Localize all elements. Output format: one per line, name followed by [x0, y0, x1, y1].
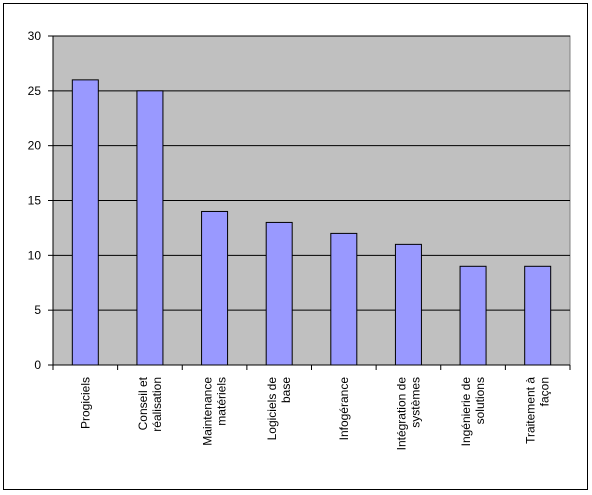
x-tick-label-line: matériels: [215, 377, 229, 426]
bar: [459, 265, 487, 366]
y-tick-label: 15: [28, 194, 42, 208]
x-tick-label-line: réalisation: [150, 377, 164, 432]
x-tick-label-line: façon: [538, 377, 552, 406]
bar: [330, 232, 358, 366]
x-tick-label-line: Logiciels de: [265, 377, 279, 441]
bar: [201, 210, 229, 366]
x-tick-label-line: solutions: [473, 377, 487, 424]
x-tick-label-line: Traitement à: [524, 377, 538, 444]
x-tick-label-line: Progiciels: [78, 377, 92, 429]
y-tick-label: 0: [34, 358, 41, 372]
x-tick-label: Intégration desystèmes: [394, 377, 422, 451]
bar: [524, 265, 552, 366]
y-tick-label: 5: [34, 303, 41, 317]
x-tick-label-line: Infogérance: [337, 377, 351, 441]
bar: [394, 243, 422, 366]
y-tick-label: 30: [28, 29, 42, 43]
x-tick-label: Conseil etréalisation: [136, 376, 164, 431]
x-tick-label-line: Maintenance: [201, 377, 215, 446]
x-tick-label: Infogérance: [337, 377, 351, 441]
bar: [265, 221, 293, 366]
y-tick-label: 10: [28, 248, 42, 262]
x-tick-label-line: systèmes: [408, 377, 422, 428]
x-tick-label-line: base: [279, 377, 293, 403]
x-tick-label: Maintenancematériels: [201, 377, 229, 446]
y-tick-label: 25: [28, 84, 42, 98]
x-tick-label: Logiciels debase: [265, 377, 293, 441]
x-tick-label-line: Ingénierie de: [459, 377, 473, 447]
x-tick-label-line: Conseil et: [136, 376, 150, 430]
y-tick-label: 20: [28, 139, 42, 153]
bar: [71, 79, 99, 366]
x-tick-label: Progiciels: [78, 377, 92, 429]
bar: [136, 90, 164, 366]
x-tick-label: Traitement àfaçon: [524, 377, 552, 444]
x-tick-label-line: Intégration de: [394, 377, 408, 451]
x-tick-label: Ingénierie desolutions: [459, 377, 487, 447]
